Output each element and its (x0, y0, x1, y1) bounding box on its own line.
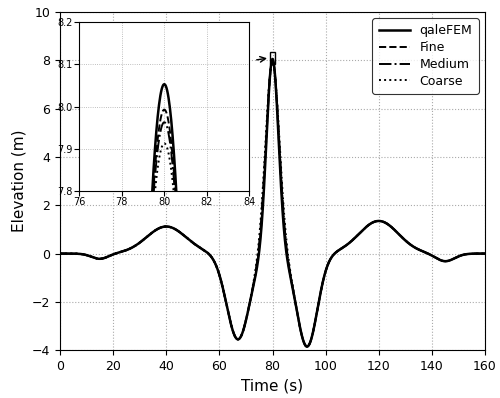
Coarse (312, 320, 318, 325)
qaleFEM (482, 251, 488, 256)
Medium (334, 250, 340, 254)
Fine (312, 320, 318, 325)
Fine (334, 250, 340, 254)
Medium (374, 219, 380, 223)
Coarse (57, 251, 63, 256)
qaleFEM (374, 219, 380, 223)
Coarse (334, 250, 340, 254)
Medium (482, 251, 488, 256)
Medium (406, 242, 412, 246)
Medium (134, 242, 140, 247)
Medium (304, 344, 310, 349)
Coarse (304, 344, 310, 349)
Bar (270, 52, 275, 64)
Fine (482, 251, 488, 256)
qaleFEM (270, 57, 276, 61)
Fine (406, 242, 412, 246)
Coarse (220, 284, 226, 289)
Line: Coarse: Coarse (60, 62, 485, 347)
Line: qaleFEM: qaleFEM (60, 59, 485, 347)
qaleFEM (57, 251, 63, 256)
Coarse (134, 242, 140, 247)
Medium (312, 320, 318, 325)
Coarse (406, 242, 412, 246)
qaleFEM (312, 320, 318, 325)
Legend: qaleFEM, Fine, Medium, Coarse: qaleFEM, Fine, Medium, Coarse (372, 18, 479, 94)
Medium (270, 59, 276, 64)
Line: Medium: Medium (60, 61, 485, 347)
qaleFEM (304, 344, 310, 349)
Coarse (482, 251, 488, 256)
Coarse (374, 219, 380, 223)
Fine (57, 251, 63, 256)
Coarse (270, 60, 276, 65)
qaleFEM (220, 284, 226, 289)
qaleFEM (134, 242, 140, 247)
X-axis label: Time (s): Time (s) (242, 378, 304, 394)
Fine (220, 284, 226, 289)
Y-axis label: Elevation (m): Elevation (m) (12, 130, 26, 232)
qaleFEM (334, 250, 340, 254)
qaleFEM (406, 242, 412, 246)
Fine (134, 242, 140, 247)
Medium (220, 284, 226, 289)
Fine (304, 344, 310, 349)
Fine (270, 58, 276, 63)
Medium (57, 251, 63, 256)
Line: Fine: Fine (60, 60, 485, 347)
Fine (374, 219, 380, 223)
